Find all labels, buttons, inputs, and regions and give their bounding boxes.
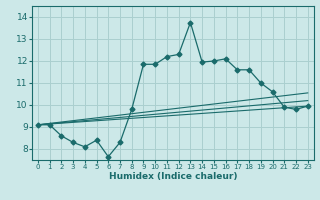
X-axis label: Humidex (Indice chaleur): Humidex (Indice chaleur) xyxy=(108,172,237,181)
